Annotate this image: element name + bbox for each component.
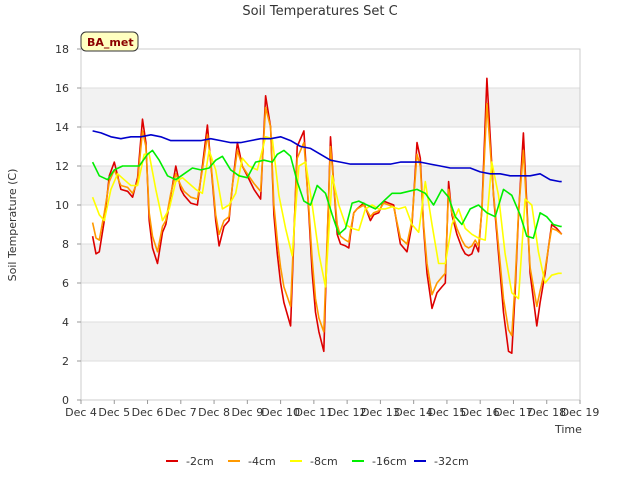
y-tick-label: 12 [55,160,69,173]
x-tick-label: Dec 17 [494,406,533,419]
series-line-32cm [92,130,562,183]
y-tick-label: 4 [62,316,69,329]
plot-frame [80,48,581,401]
legend-item: -16cm [352,455,407,468]
y-tick-label: 0 [62,394,69,407]
legend-item: -4cm [228,455,276,468]
legend-label: -8cm [310,455,338,468]
y-axis-label: Soil Temperature (C) [6,169,19,282]
x-tick-label: Dec 7 [165,406,197,419]
x-tick-label: Dec 8 [198,406,230,419]
y-tick-label: 2 [62,355,69,368]
series-layer [91,77,563,355]
chart-title: Soil Temperatures Set C [242,4,397,19]
x-tick-label: Dec 13 [361,406,400,419]
station-badge-box [80,31,139,52]
x-tick-label: Dec 9 [231,406,263,419]
y-tick-label: 10 [55,199,69,212]
x-tick-label: Dec 4 [65,406,97,419]
y-tick-label: 6 [62,277,69,290]
x-tick-label: Dec 5 [98,406,130,419]
x-tick-label: Dec 10 [261,406,300,419]
plot-band [81,322,580,361]
station-badge-label: BA_met [87,36,134,49]
plot-band [81,244,580,283]
legend-label: -4cm [248,455,276,468]
y-tick-labels: 0 2 4 6 8 10 12 14 16 18 [55,43,81,407]
plot-band [81,88,580,127]
series-line-16cm [91,149,562,239]
x-tick-label: Dec 14 [394,406,433,419]
plot-background-bands [81,49,580,400]
x-tick-label: Dec 16 [461,406,500,419]
legend-label: -32cm [434,455,469,468]
station-badge: BA_met [80,31,139,52]
x-tick-label: Dec 11 [294,406,333,419]
x-axis-label: Time [554,423,582,436]
legend-item: -8cm [290,455,338,468]
x-tick-label: Dec 15 [428,406,467,419]
legend: -2cm -4cm -8cm -16cm -32cm [166,455,469,468]
series-line-8cm [91,136,562,300]
x-tick-label: Dec 12 [328,406,367,419]
x-tick-label: Dec 18 [527,406,566,419]
x-tick-label: Dec 6 [132,406,164,419]
series-line-4cm [91,102,563,337]
legend-label: -2cm [186,455,214,468]
legend-item: -2cm [166,455,214,468]
y-tick-label: 14 [55,121,69,134]
legend-item: -32cm [414,455,469,468]
y-tick-label: 16 [55,82,69,95]
y-tick-label: 18 [55,43,69,56]
x-tick-label: Dec 19 [561,406,600,419]
y-tick-label: 8 [62,238,69,251]
legend-label: -16cm [372,455,407,468]
